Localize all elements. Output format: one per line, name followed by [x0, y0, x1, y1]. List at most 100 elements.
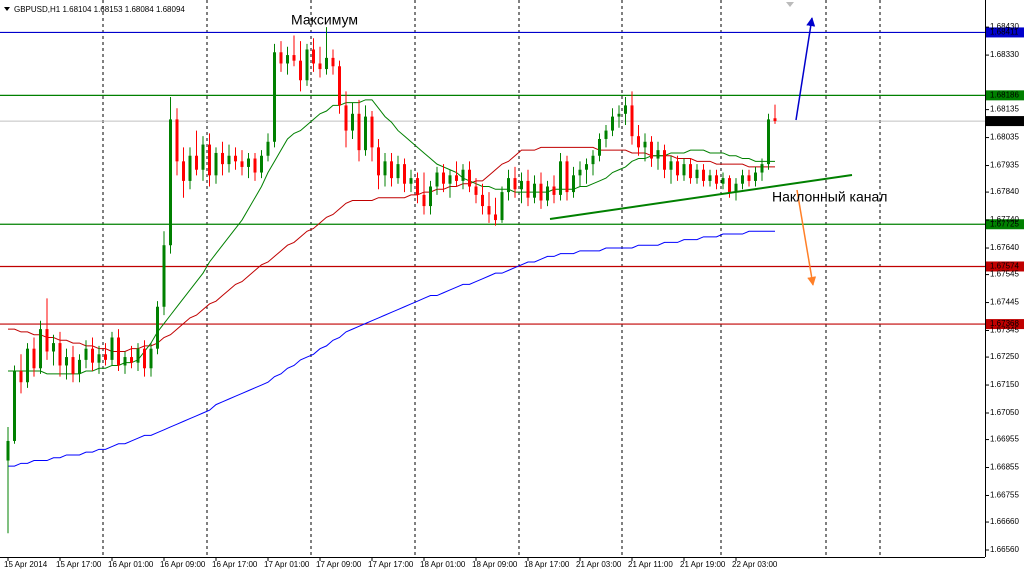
shift-marker	[786, 2, 794, 7]
candle-body	[617, 113, 621, 117]
candle-body	[221, 152, 224, 165]
candle-body	[58, 343, 62, 366]
candle-body	[591, 155, 595, 165]
candle-body	[156, 306, 159, 349]
open: 1.68104	[62, 5, 91, 14]
candle-body	[403, 164, 406, 184]
candle-body	[357, 113, 361, 151]
y-tick-label: 1.68035	[990, 133, 1019, 142]
candle-body	[572, 175, 575, 193]
candle-body	[214, 152, 218, 176]
y-tick-label: 1.66955	[990, 435, 1019, 444]
candle-body	[585, 164, 588, 170]
candle-body	[299, 60, 302, 81]
candle-body	[175, 119, 179, 162]
candle-body	[169, 119, 172, 246]
y-tick-label: 1.67840	[990, 187, 1019, 196]
candle-body	[182, 161, 185, 181]
candle-body	[409, 178, 413, 184]
candle-body	[682, 164, 686, 176]
low: 1.68084	[125, 5, 154, 14]
x-tick-label: 17 Apr 09:00	[316, 560, 362, 569]
levels: 1.68411 1.68186 1.67725 1.67574 1.67368 1.680…	[0, 27, 1024, 330]
candle-body	[13, 371, 16, 441]
candle-body	[273, 52, 276, 142]
candle-body	[97, 354, 101, 363]
candle-body	[253, 158, 257, 173]
y-tick-label: 1.67740	[990, 215, 1019, 224]
y-tick-label: 1.66560	[990, 545, 1019, 554]
candle-body	[728, 178, 731, 193]
candle-body	[318, 63, 322, 70]
candle-body	[279, 52, 283, 64]
candle-body	[234, 155, 237, 162]
candle-body	[208, 144, 211, 176]
y-tick-label: 1.68330	[990, 50, 1019, 59]
y-tick-label: 1.67345	[990, 326, 1019, 335]
x-tick-label: 15 Apr 2014	[4, 560, 48, 569]
candle-body	[6, 440, 10, 461]
candle-body	[422, 194, 426, 207]
y-tick-label: 1.68135	[990, 105, 1019, 114]
candle-body	[637, 136, 640, 148]
candle-body	[676, 161, 679, 176]
candle-body	[26, 348, 29, 383]
candle-body	[578, 169, 582, 176]
candle-body	[149, 348, 153, 369]
candle-body	[455, 175, 458, 181]
x-tick-label: 21 Apr 19:00	[680, 560, 726, 569]
x-tick-label: 16 Apr 17:00	[212, 560, 258, 569]
level-label: 1.68186	[990, 90, 1019, 99]
candles	[6, 27, 777, 534]
x-tick-label: 18 Apr 01:00	[420, 560, 466, 569]
candle-body	[747, 175, 751, 181]
candle-body	[325, 57, 328, 70]
candle-body	[123, 357, 127, 366]
candle-body	[91, 348, 94, 363]
candle-body	[143, 348, 146, 369]
candle-body	[416, 178, 419, 195]
candle-body	[656, 150, 660, 159]
candle-body	[201, 144, 205, 170]
annotation: Наклонный канал	[772, 189, 887, 205]
candle-body	[117, 337, 120, 366]
candle-body	[624, 105, 627, 114]
candle-body	[552, 186, 556, 195]
candle-body	[689, 164, 692, 179]
candle-body	[487, 206, 491, 215]
y-tick-label: 1.66660	[990, 517, 1019, 526]
symbol: GBPUSD,H1	[14, 5, 61, 14]
candle-body	[767, 119, 770, 165]
candle-body	[331, 57, 335, 67]
candle-body	[227, 155, 231, 165]
price-label: 1.68094	[990, 116, 1019, 125]
candle-body	[247, 158, 250, 167]
candle-body	[715, 175, 718, 184]
candle-body	[312, 49, 315, 64]
close: 1.68094	[156, 5, 185, 14]
candle-body	[695, 169, 699, 179]
candle-body	[461, 169, 465, 181]
candle-body	[702, 169, 705, 181]
candle-body	[468, 169, 471, 187]
up-arrow	[795, 17, 816, 121]
candle-body	[734, 183, 738, 193]
candle-body	[559, 161, 562, 195]
candle-body	[494, 214, 497, 221]
candle-body	[266, 141, 270, 156]
candle-body	[598, 138, 601, 156]
candle-body	[442, 172, 445, 184]
candle-body	[84, 348, 88, 360]
candle-body	[448, 175, 452, 184]
x-tick-label: 21 Apr 11:00	[628, 560, 673, 569]
level-label: 1.68411	[990, 28, 1019, 37]
channel-line	[549, 174, 853, 220]
candle-body	[604, 130, 608, 139]
candle-body	[435, 172, 439, 187]
candle-body	[162, 245, 166, 307]
candle-body	[52, 343, 55, 352]
y-tick-label: 1.67050	[990, 408, 1019, 417]
candle-body	[32, 348, 36, 369]
candle-body	[533, 183, 536, 198]
level-label: 1.67368	[990, 319, 1019, 328]
